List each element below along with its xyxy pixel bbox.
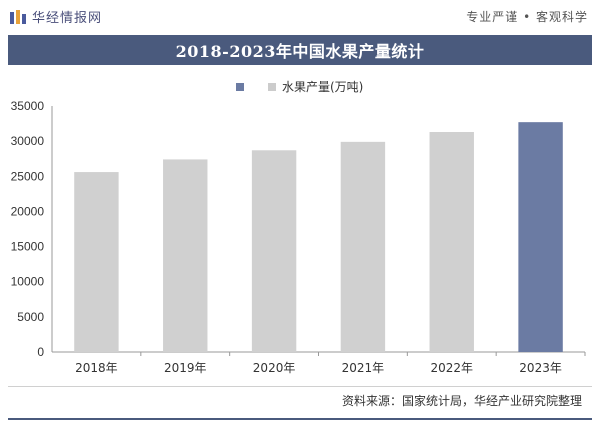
bar	[429, 132, 474, 352]
bar	[74, 172, 119, 352]
y-tick-label: 15000	[11, 240, 45, 254]
title-bar: 2018-2023年中国水果产量统计	[8, 35, 592, 65]
bar	[163, 159, 208, 352]
brand-name: 华经情报网	[32, 11, 103, 26]
source-note: 资料来源：国家统计局，华经产业研究院整理	[341, 394, 582, 408]
bar	[518, 122, 563, 352]
x-tick-label: 2022年	[430, 361, 473, 375]
slogan: 专业严谨 • 客观科学	[466, 10, 588, 24]
bottom-strip	[8, 418, 592, 420]
brand-logo-icon	[10, 9, 26, 24]
x-tick-label: 2020年	[253, 361, 296, 375]
y-tick-label: 30000	[11, 134, 45, 148]
bar	[340, 141, 386, 352]
y-tick-label: 5000	[17, 310, 44, 324]
footer: 资料来源：国家统计局，华经产业研究院整理	[0, 386, 600, 416]
x-tick-label: 2021年	[342, 361, 385, 375]
chart-title: 2018-2023年中国水果产量统计	[175, 42, 425, 61]
y-tick-label: 0	[37, 345, 44, 359]
legend-swatch	[268, 82, 276, 91]
x-tick-label: 2018年	[75, 361, 118, 375]
footer-divider	[8, 386, 592, 387]
top-bar: 华经情报网 专业严谨 • 客观科学	[0, 0, 600, 30]
y-tick-label: 25000	[11, 169, 45, 183]
brand: 华经情报网	[10, 7, 102, 26]
y-tick-label: 35000	[11, 99, 45, 113]
legend-label: 水果产量(万吨)	[282, 80, 364, 94]
y-tick-label: 20000	[11, 204, 45, 218]
bar	[251, 150, 297, 352]
x-tick-label: 2023年	[519, 361, 562, 375]
y-tick-label: 10000	[11, 275, 45, 289]
legend: 水果产量(万吨)	[236, 78, 363, 95]
x-tick-label: 2019年	[164, 361, 207, 375]
legend-swatch-highlight	[236, 82, 244, 91]
